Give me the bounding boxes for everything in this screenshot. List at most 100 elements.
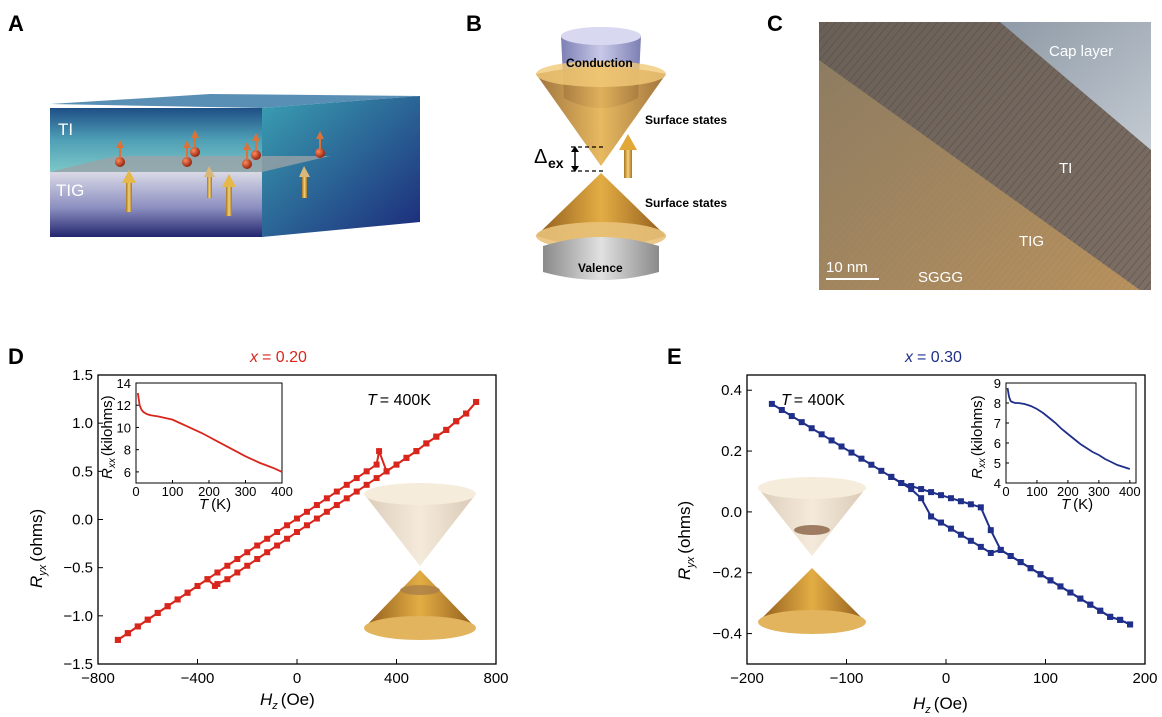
plot-e-cone-illustration [758,477,866,634]
inset-e-series-line-0 [1006,387,1131,470]
plot-d-data-point [463,410,470,417]
inset-e-ytick-label: 6 [994,436,1001,451]
plot-d-data-point [244,549,251,556]
inset-d: 0 100 200 300 400 6 8 10 12 14 T (K) Rxx(kilohms) [99,376,293,513]
plot-d-data-point [254,542,261,549]
plot-d-data-point [363,481,370,488]
plot-d-ylabel: Ryx(ohms) [27,509,49,588]
plot-d-data-point [353,475,360,482]
plot-d-data-point [211,582,218,589]
plot-d-data-point [164,603,171,610]
plot-d-data-point [204,576,211,583]
plot-d-data-point [413,448,420,455]
plot-d-ytick-label: −0.5 [63,560,93,577]
surface-states-bottom-label: Surface states [645,196,727,210]
ti-label: TI [58,120,73,139]
panel-d-letter: D [8,344,24,369]
plot-e-data-point [1097,607,1104,614]
plot-d-data-point [254,555,261,562]
plot-d-data-point [264,549,271,556]
plot-e-data-point [957,531,964,538]
panel-e-letter: E [667,344,682,369]
plot-d-data-point [323,495,330,502]
plot-d-data-point [403,454,410,461]
plot-d-series [114,398,480,643]
slab-side-face [262,96,420,237]
plot-e-xtick-label: 100 [1033,670,1058,687]
band-diagram: Conduction Valence Surface states Surfac… [534,27,727,280]
plot-e-data-point [1107,613,1114,620]
plot-e-data-point [918,486,925,493]
tem-ti-label: TI [1059,160,1072,177]
plot-d-data-point [373,461,380,468]
plot-e-xtick-label: −200 [730,670,764,687]
panel-e: E x = 0.30 −200 −100 0 100 200 −0.4 −0.2 0.0 0.2 0… [667,344,1158,716]
tem-cap-region [1000,22,1151,150]
plot-e-data-point [888,473,895,480]
plot-e-data-point [808,425,815,432]
plot-d-data-point [303,522,310,529]
inset-e-xtick-label: 400 [1119,484,1141,499]
plot-e-ytick-label: 0.0 [721,504,742,521]
plot-e-data-point [788,413,795,420]
plot-d-ytick-label: 1.5 [72,367,93,384]
magnetization-arrow [624,148,632,178]
plot-d-xtick-label: −800 [81,670,115,687]
plot-d-data-point [124,630,131,637]
plot-d-xtick-label: 800 [483,670,508,687]
plot-d-data-point [393,461,400,468]
panel-d: D x = 0.20 −800 −400 0 400 800 −1.5 −1.0 −0.5 0.0… [8,344,509,712]
plot-d-data-point [294,529,300,536]
panel-e-title: x = 0.30 [904,349,962,366]
inset-e-xtick-label: 200 [1057,484,1079,499]
plot-d-data-point [333,488,340,495]
inset-d-xtick-label: 0 [132,484,139,499]
plot-e-temp-annotation: T = 400K [781,392,845,409]
inset-e-ytick-label: 4 [994,476,1001,491]
plot-e-data-point [858,455,865,462]
plot-e-data-point [908,483,915,490]
plot-d-ytick-label: 0.5 [72,463,93,480]
tig-magnetization-arrows [122,166,310,216]
plot-d-data-point [473,398,480,405]
panel-c: C Cap layer TI TIG SGGG 10 nm [767,11,1151,290]
plot-e-data-point [997,546,1004,553]
upper-dirac-cone [536,67,666,166]
plot-e-data-point [1037,571,1044,578]
plot-e-data-point [987,549,994,556]
inset-e-ytick-label: 7 [994,416,1001,431]
plot-d-xtick-label: −400 [181,670,215,687]
panel-c-letter: C [767,11,783,36]
plot-e-data-point [947,495,954,502]
plot-d-data-point [244,562,251,569]
plot-d-data-point [443,426,450,433]
plot-d-data-point [224,562,231,569]
plot-d-data-point [294,515,300,522]
plot-d-data-point [234,555,241,562]
tem-cap-layer-label: Cap layer [1049,43,1113,60]
plot-e-data-point [938,519,945,526]
plot-e-xtick-label: 0 [942,670,950,687]
plot-d-data-point [433,433,440,440]
plot-e-ytick-label: 0.4 [721,382,742,399]
plot-e-data-point [1117,616,1124,623]
plot-e-data-point [868,461,875,468]
plot-e-data-point [908,486,915,493]
inset-d-xtick-label: 100 [162,484,184,499]
plot-d-ytick-label: −1.5 [63,656,93,673]
plot-e-data-point [1047,577,1054,584]
inset-d-xtick-label: 400 [271,484,293,499]
plot-e-data-point [878,467,885,474]
plot-e-series [768,400,1134,628]
plot-e-data-point [798,419,805,426]
plot-e-data-point [828,437,835,444]
plot-e-ytick-label: −0.2 [712,565,742,582]
inset-d-ytick-label: 8 [124,443,131,458]
plot-d-data-point [353,488,360,495]
plot-d-data-point [343,495,350,502]
plot-d-data-point [274,542,281,549]
inset-d-ytick-label: 12 [117,398,131,413]
plot-e-data-point [928,513,935,520]
plot-d-data-point [376,448,383,455]
